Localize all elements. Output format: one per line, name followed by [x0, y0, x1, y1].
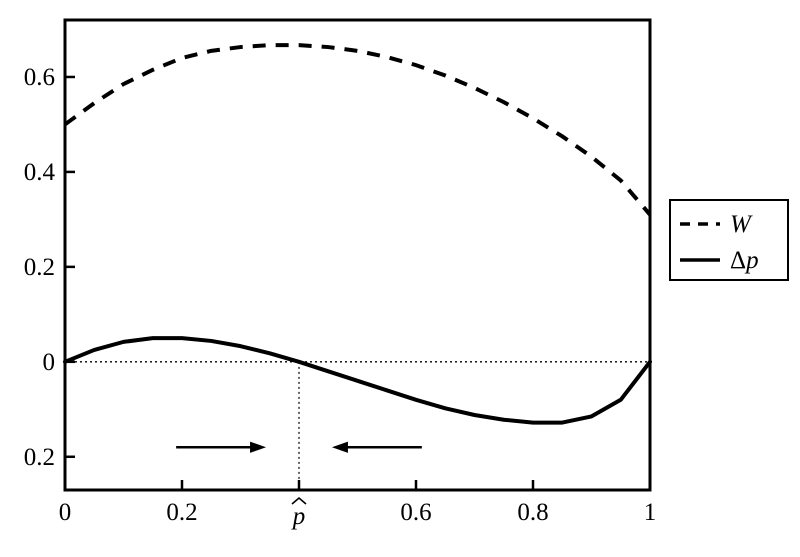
p-hat-label: p — [291, 498, 306, 530]
series-delta-p — [65, 338, 650, 423]
arrow-left-head — [332, 442, 348, 453]
y-tick-label: 0.6 — [24, 64, 55, 91]
y-tick-label: 0.4 — [24, 159, 56, 186]
x-tick-label: 0 — [59, 499, 72, 526]
chart-container: 0 0.2 0.6 0.8 1 p 0.2 0 0.2 0.4 0.6 W Δp — [0, 0, 800, 557]
x-tick-label: 0.6 — [400, 499, 431, 526]
y-tick-label: 0 — [43, 349, 56, 376]
y-tick-label: 0.2 — [24, 444, 55, 471]
arrow-right-head — [250, 442, 266, 453]
x-tick-label: 1 — [644, 499, 657, 526]
y-tick-label: 0.2 — [24, 254, 55, 281]
line-chart: 0 0.2 0.6 0.8 1 p 0.2 0 0.2 0.4 0.6 W Δp — [0, 0, 800, 557]
legend: W Δp — [670, 200, 788, 280]
svg-text:p: p — [291, 503, 306, 530]
legend-label: Δp — [730, 247, 759, 274]
x-tick-label: 0.8 — [517, 499, 548, 526]
series-w — [65, 45, 650, 214]
plot-frame — [65, 20, 650, 490]
x-tick-label: 0.2 — [166, 499, 197, 526]
legend-label: W — [730, 211, 753, 238]
